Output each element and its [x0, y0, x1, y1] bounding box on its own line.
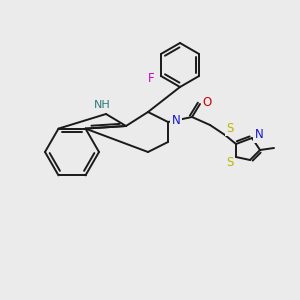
Text: N: N — [255, 128, 263, 142]
Text: F: F — [148, 71, 154, 85]
Text: S: S — [226, 155, 234, 169]
Text: N: N — [172, 113, 180, 127]
Text: NH: NH — [94, 100, 110, 110]
Text: S: S — [226, 122, 234, 134]
Text: O: O — [202, 97, 211, 110]
